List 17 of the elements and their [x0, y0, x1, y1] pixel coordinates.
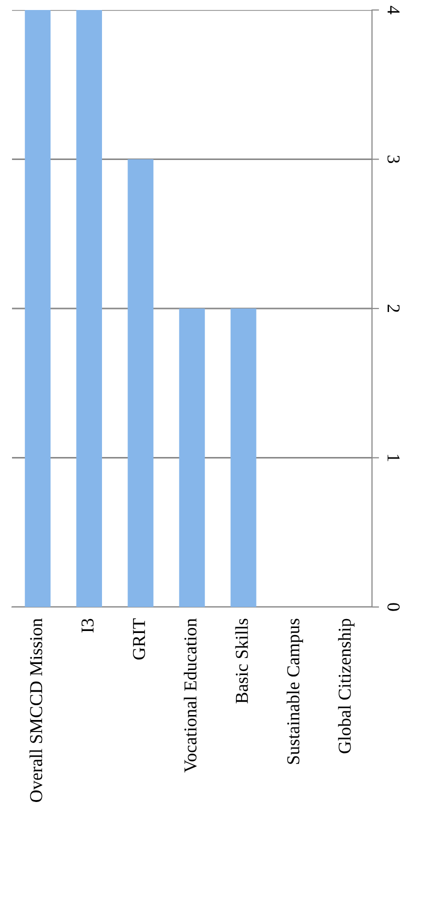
y-tick-label: 3 — [387, 156, 400, 164]
x-tick-label: Sustainable Campus — [286, 618, 304, 764]
x-tick-label: Vocational Education — [184, 618, 197, 773]
bar — [76, 10, 102, 607]
y-tick-label: 4 — [388, 6, 400, 14]
x-tick-label: Basic Skills — [235, 618, 248, 704]
y-tick-label: 1 — [388, 454, 400, 462]
x-tick-label: I3 — [82, 618, 94, 632]
x-tick-label: GRIT — [132, 618, 146, 660]
bar — [230, 308, 256, 607]
y-tick-label: 2 — [388, 304, 400, 312]
x-tick-label: Global Citizenship — [338, 618, 354, 754]
x-tick-label: Overall SMCCD Mission — [30, 618, 42, 802]
y-tick-label: 0 — [387, 603, 400, 611]
bar — [128, 159, 154, 607]
bar — [179, 308, 205, 607]
bar — [24, 10, 51, 607]
